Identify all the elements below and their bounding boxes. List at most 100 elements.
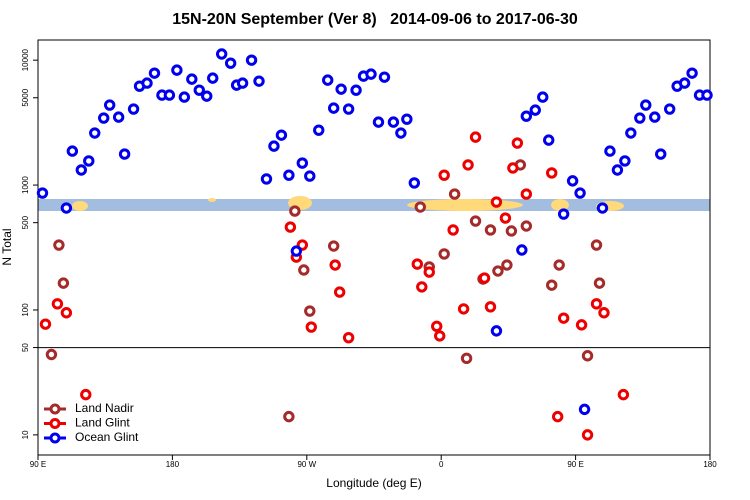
chart-title: 15N-20N September (Ver 8) 2014-09-06 to … [172, 11, 578, 28]
point [304, 305, 316, 317]
point [469, 131, 482, 143]
point [395, 127, 407, 139]
point [546, 279, 558, 291]
point [112, 111, 125, 123]
point [686, 67, 698, 79]
y-tick-label: 500 [21, 215, 30, 229]
point [520, 110, 533, 122]
point [365, 68, 377, 80]
point [484, 301, 497, 313]
point [245, 54, 258, 66]
point [447, 224, 459, 236]
land-shape [208, 198, 216, 202]
point [678, 77, 691, 89]
point [53, 239, 65, 251]
point [434, 330, 446, 342]
point [557, 312, 570, 324]
point [507, 162, 519, 174]
point [619, 155, 631, 167]
plot-frame [37, 39, 711, 456]
point [387, 116, 400, 128]
point [335, 83, 347, 95]
point [268, 140, 280, 152]
point [51, 298, 64, 310]
point [634, 112, 646, 124]
point [298, 264, 310, 276]
x-tick-label: 0 [439, 460, 444, 469]
point [462, 159, 474, 171]
point [201, 90, 213, 102]
point [207, 72, 219, 84]
point [224, 57, 237, 69]
point [416, 281, 428, 293]
point [83, 155, 95, 167]
point [537, 91, 549, 103]
point [283, 410, 295, 423]
point [457, 303, 470, 315]
point [372, 116, 385, 128]
point [529, 104, 541, 116]
y-tick-label: 10000 [21, 48, 30, 71]
point [448, 188, 461, 200]
point [103, 99, 116, 111]
point [313, 124, 325, 136]
point [408, 177, 421, 189]
point [127, 103, 140, 115]
point [401, 113, 413, 125]
point [378, 71, 391, 83]
point [322, 74, 334, 86]
point [342, 103, 355, 115]
point [89, 127, 101, 139]
point [171, 64, 183, 76]
point [289, 205, 301, 217]
x-axis-label: Longitude (deg E) [326, 476, 421, 490]
land-shape [72, 201, 88, 211]
legend-label: Land Nadir [75, 401, 134, 415]
y-tick-label: 5000 [21, 88, 30, 106]
point [617, 388, 630, 401]
point [66, 145, 79, 157]
point [275, 129, 288, 141]
point [98, 112, 110, 124]
point [327, 102, 340, 114]
point [178, 91, 191, 103]
point [469, 215, 482, 227]
point [253, 75, 265, 87]
point [581, 350, 594, 362]
point [490, 196, 503, 208]
point [499, 212, 512, 224]
point [350, 84, 362, 96]
point [575, 319, 588, 331]
point [342, 331, 355, 344]
point [305, 321, 317, 333]
point [590, 298, 603, 310]
point [590, 239, 603, 251]
point [333, 286, 346, 298]
point [148, 67, 161, 79]
point [520, 220, 533, 232]
x-tick-label: 180 [703, 460, 717, 469]
point [431, 320, 443, 332]
point [578, 403, 591, 416]
point [505, 225, 518, 237]
land-shape [551, 199, 569, 211]
point [566, 175, 579, 187]
point [516, 244, 528, 256]
point [596, 202, 609, 214]
x-tick-label: 90 E [567, 460, 583, 469]
point [283, 169, 295, 181]
point [640, 99, 652, 111]
y-axis-label: N Total [0, 228, 14, 265]
legend-marker [49, 403, 61, 415]
point [460, 352, 473, 365]
ocean-strip [38, 199, 710, 211]
x-tick-label: 90 E [30, 460, 46, 469]
point [80, 388, 92, 401]
point [57, 277, 70, 289]
point [327, 240, 340, 252]
y-tick-label: 100 [21, 303, 30, 317]
point [490, 325, 503, 337]
point [329, 259, 341, 271]
